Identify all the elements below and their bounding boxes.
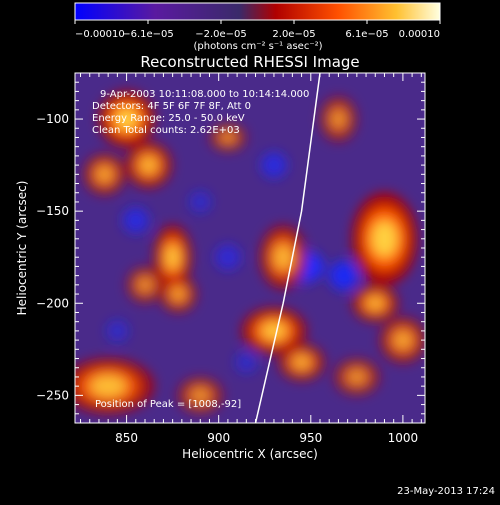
y-axis-label: Heliocentric Y (arcsec) — [15, 181, 29, 316]
y-tick-label: −200 — [36, 296, 69, 310]
hot-region — [333, 358, 380, 396]
hot-region — [159, 275, 197, 313]
annotations: 9-Apr-2003 10:11:08.000 to 10:14:14.000D… — [92, 89, 309, 136]
colorbar — [74, 2, 441, 21]
axes: 850 900 950 1000 −100 −150 −200 −250 — [36, 73, 425, 445]
x-tick-label: 900 — [207, 431, 230, 445]
hot-region — [320, 96, 357, 143]
hot-region — [209, 123, 247, 152]
colorbar-ticks: −0.00010−6.1e−05 −2.0e−05 2.0e−05 6.1e−05 0.… — [74, 20, 441, 40]
colorbar-tick-label: 2.0e−05 — [272, 29, 315, 40]
x-tick-label: 1000 — [388, 431, 419, 445]
x-axis-label: Heliocentric X (arcsec) — [182, 447, 318, 461]
chart-title: Reconstructed RHESSI Image — [140, 53, 359, 71]
hot-region — [125, 142, 172, 189]
colorbar-tick-label: −6.1e−05 — [122, 29, 174, 40]
cold-region — [215, 244, 241, 271]
colorbar-tick-label: −0.00010 — [75, 29, 125, 40]
y-tick-label: −150 — [36, 204, 69, 218]
hot-region — [278, 343, 325, 381]
annotation-line: Energy Range: 25.0 - 50.0 keV — [92, 113, 245, 124]
colorbar-tick-label: 6.1e−05 — [345, 29, 388, 40]
annotation-line: 9-Apr-2003 10:11:08.000 to 10:14:14.000 — [100, 89, 309, 100]
cold-region — [189, 190, 212, 213]
colorbar-tick-label: 0.00010 — [399, 29, 440, 40]
colorbar-units: (photons cm⁻² s⁻¹ asec⁻²) — [193, 41, 322, 52]
y-tick-label: −250 — [36, 388, 69, 402]
solar-limb-curve — [254, 73, 321, 423]
hot-region — [260, 224, 307, 290]
cold-region — [261, 152, 287, 179]
hot-region — [126, 266, 164, 304]
annotation-line: Detectors: 4F 5F 6F 7F 8F, Att 0 — [92, 101, 251, 112]
hot-region — [352, 192, 417, 285]
hot-region — [177, 376, 224, 414]
footer-date: 23-May-2013 17:24 — [397, 486, 495, 497]
hot-region — [83, 153, 126, 196]
cold-region — [106, 319, 129, 342]
y-tick-label: −100 — [36, 112, 69, 126]
annotation-line: Clean Total counts: 2.62E+03 — [92, 125, 240, 136]
cold-region — [329, 260, 359, 291]
image-area — [75, 73, 425, 423]
hot-region — [154, 224, 192, 290]
hot-region — [98, 91, 155, 147]
cold-region — [122, 207, 149, 234]
colorbar-tick-label: −2.0e−05 — [195, 29, 247, 40]
peak-position-label: Position of Peak = [1008,-92] — [95, 399, 241, 410]
hot-region — [352, 284, 399, 322]
x-tick-label: 850 — [115, 431, 138, 445]
hot-region — [379, 317, 425, 364]
x-tick-label: 950 — [299, 431, 322, 445]
hot-region — [241, 307, 307, 354]
hot-region — [75, 358, 155, 414]
cold-region — [235, 351, 258, 374]
